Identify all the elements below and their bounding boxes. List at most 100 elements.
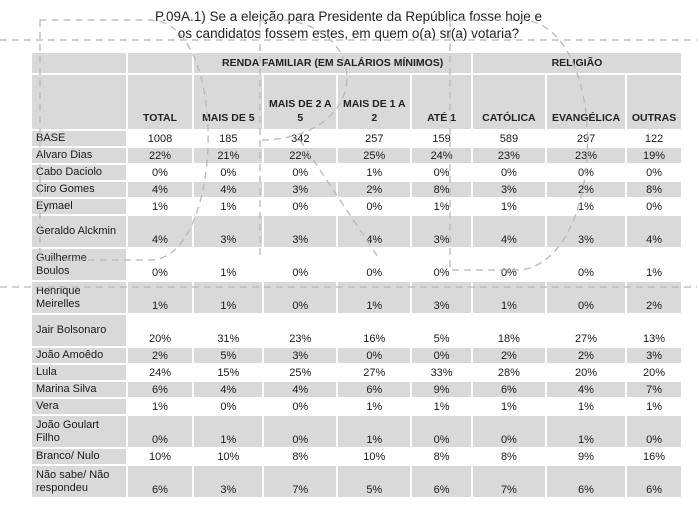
col-header-ate-1: ATÉ 1 <box>412 75 471 129</box>
value-cell: 7% <box>264 466 337 497</box>
value-cell: 0% <box>412 165 471 180</box>
col-header-mais-de-2-a-5: MAIS DE 2 A 5 <box>264 75 337 129</box>
value-cell: 342 <box>264 131 337 146</box>
value-cell: 1% <box>194 249 263 280</box>
value-cell: 20% <box>627 365 681 380</box>
value-cell: 15% <box>194 365 263 380</box>
value-cell: 122 <box>627 131 681 146</box>
value-cell: 0% <box>412 348 471 363</box>
value-cell: 5% <box>338 466 411 497</box>
row-label: Jair Bolsonaro <box>32 315 126 346</box>
table-row: Guilherme Boulos 0% 1% 0% 0% 0% 0% 0% 1% <box>32 249 681 280</box>
value-cell: 6% <box>127 466 193 497</box>
value-cell: 23% <box>546 148 626 163</box>
value-cell: 6% <box>127 382 193 397</box>
table-row: Não sabe/ Não respondeu 6% 3% 7% 5% 6% 7% 6% 6% <box>32 466 681 497</box>
value-cell: 1% <box>194 199 263 214</box>
value-cell: 19% <box>627 148 681 163</box>
value-cell: 0% <box>412 249 471 280</box>
value-cell: 2% <box>472 348 545 363</box>
value-cell: 20% <box>127 315 193 346</box>
table-row: Marina Silva 6% 4% 4% 6% 9% 6% 4% 7% <box>32 382 681 397</box>
total-group-cell <box>127 53 193 73</box>
value-cell: 6% <box>627 466 681 497</box>
value-cell: 3% <box>194 216 263 247</box>
value-cell: 1% <box>472 199 545 214</box>
value-cell: 4% <box>338 216 411 247</box>
value-cell: 24% <box>412 148 471 163</box>
value-cell: 1% <box>194 282 263 313</box>
value-cell: 257 <box>338 131 411 146</box>
value-cell: 0% <box>546 282 626 313</box>
value-cell: 1% <box>127 199 193 214</box>
value-cell: 3% <box>264 348 337 363</box>
table-row: Ciro Gomes 4% 4% 3% 2% 8% 3% 2% 8% <box>32 182 681 197</box>
table-row: Cabo Daciolo 0% 0% 0% 1% 0% 0% 0% 0% <box>32 165 681 180</box>
value-cell: 0% <box>264 399 337 414</box>
value-cell: 0% <box>127 416 193 447</box>
row-label: Alvaro Dias <box>32 148 126 163</box>
table-row: Lula 24% 15% 25% 27% 33% 28% 20% 20% <box>32 365 681 380</box>
value-cell: 20% <box>546 365 626 380</box>
value-cell: 0% <box>627 199 681 214</box>
value-cell: 10% <box>194 449 263 464</box>
table-body: BASE 1008 185 342 257 159 589 297 122 Alvaro Dias… <box>32 131 681 497</box>
value-cell: 0% <box>264 282 337 313</box>
value-cell: 13% <box>627 315 681 346</box>
row-label: Eymael <box>32 199 126 214</box>
value-cell: 5% <box>412 315 471 346</box>
column-header-row: TOTAL MAIS DE 5 MAIS DE 2 A 5 MAIS DE 1 … <box>32 75 681 129</box>
value-cell: 33% <box>412 365 471 380</box>
value-cell: 23% <box>264 315 337 346</box>
value-cell: 2% <box>627 282 681 313</box>
value-cell: 3% <box>546 216 626 247</box>
value-cell: 0% <box>264 165 337 180</box>
value-cell: 4% <box>194 182 263 197</box>
value-cell: 7% <box>627 382 681 397</box>
value-cell: 3% <box>264 182 337 197</box>
value-cell: 1% <box>127 282 193 313</box>
row-label: Branco/ Nulo <box>32 449 126 464</box>
value-cell: 0% <box>338 348 411 363</box>
value-cell: 4% <box>194 382 263 397</box>
value-cell: 8% <box>472 449 545 464</box>
value-cell: 6% <box>546 466 626 497</box>
value-cell: 1% <box>546 399 626 414</box>
value-cell: 3% <box>412 216 471 247</box>
value-cell: 3% <box>472 182 545 197</box>
value-cell: 159 <box>412 131 471 146</box>
value-cell: 0% <box>546 165 626 180</box>
value-cell: 0% <box>472 165 545 180</box>
value-cell: 589 <box>472 131 545 146</box>
col-header-catolica: CATÓLICA <box>472 75 545 129</box>
value-cell: 0% <box>127 249 193 280</box>
value-cell: 8% <box>264 449 337 464</box>
table-row: Branco/ Nulo 10% 10% 8% 10% 8% 8% 9% 16% <box>32 449 681 464</box>
col-header-outras: OUTRAS <box>627 75 681 129</box>
row-label: Henrique Meirelles <box>32 282 126 313</box>
value-cell: 3% <box>627 348 681 363</box>
col-header-mais-de-5: MAIS DE 5 <box>194 75 263 129</box>
table-row: João Amoêdo 2% 5% 3% 0% 0% 2% 2% 3% <box>32 348 681 363</box>
value-cell: 0% <box>194 399 263 414</box>
value-cell: 1% <box>472 399 545 414</box>
value-cell: 1% <box>127 399 193 414</box>
value-cell: 185 <box>194 131 263 146</box>
value-cell: 0% <box>264 416 337 447</box>
row-label: Geraldo Alckmin <box>32 216 126 247</box>
value-cell: 0% <box>264 249 337 280</box>
value-cell: 6% <box>472 382 545 397</box>
value-cell: 28% <box>472 365 545 380</box>
row-label: Guilherme Boulos <box>32 249 126 280</box>
table-row: João Goulart Filho 0% 1% 0% 1% 0% 0% 1% 0% <box>32 416 681 447</box>
value-cell: 16% <box>338 315 411 346</box>
table-row: Alvaro Dias 22% 21% 22% 25% 24% 23% 23% 19% <box>32 148 681 163</box>
value-cell: 22% <box>127 148 193 163</box>
row-label: Lula <box>32 365 126 380</box>
value-cell: 3% <box>264 216 337 247</box>
value-cell: 1% <box>546 416 626 447</box>
value-cell: 2% <box>338 182 411 197</box>
value-cell: 4% <box>627 216 681 247</box>
row-label: Não sabe/ Não respondeu <box>32 466 126 497</box>
value-cell: 25% <box>338 148 411 163</box>
